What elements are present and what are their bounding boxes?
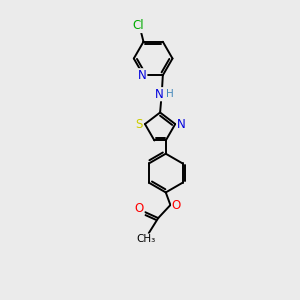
Text: O: O [135,202,144,215]
Text: O: O [172,199,181,212]
Text: N: N [177,118,185,130]
Text: CH₃: CH₃ [136,234,155,244]
Text: Cl: Cl [133,20,145,32]
Text: N: N [138,69,147,82]
Text: S: S [135,118,143,130]
Text: H: H [166,89,174,99]
Text: N: N [155,88,164,101]
